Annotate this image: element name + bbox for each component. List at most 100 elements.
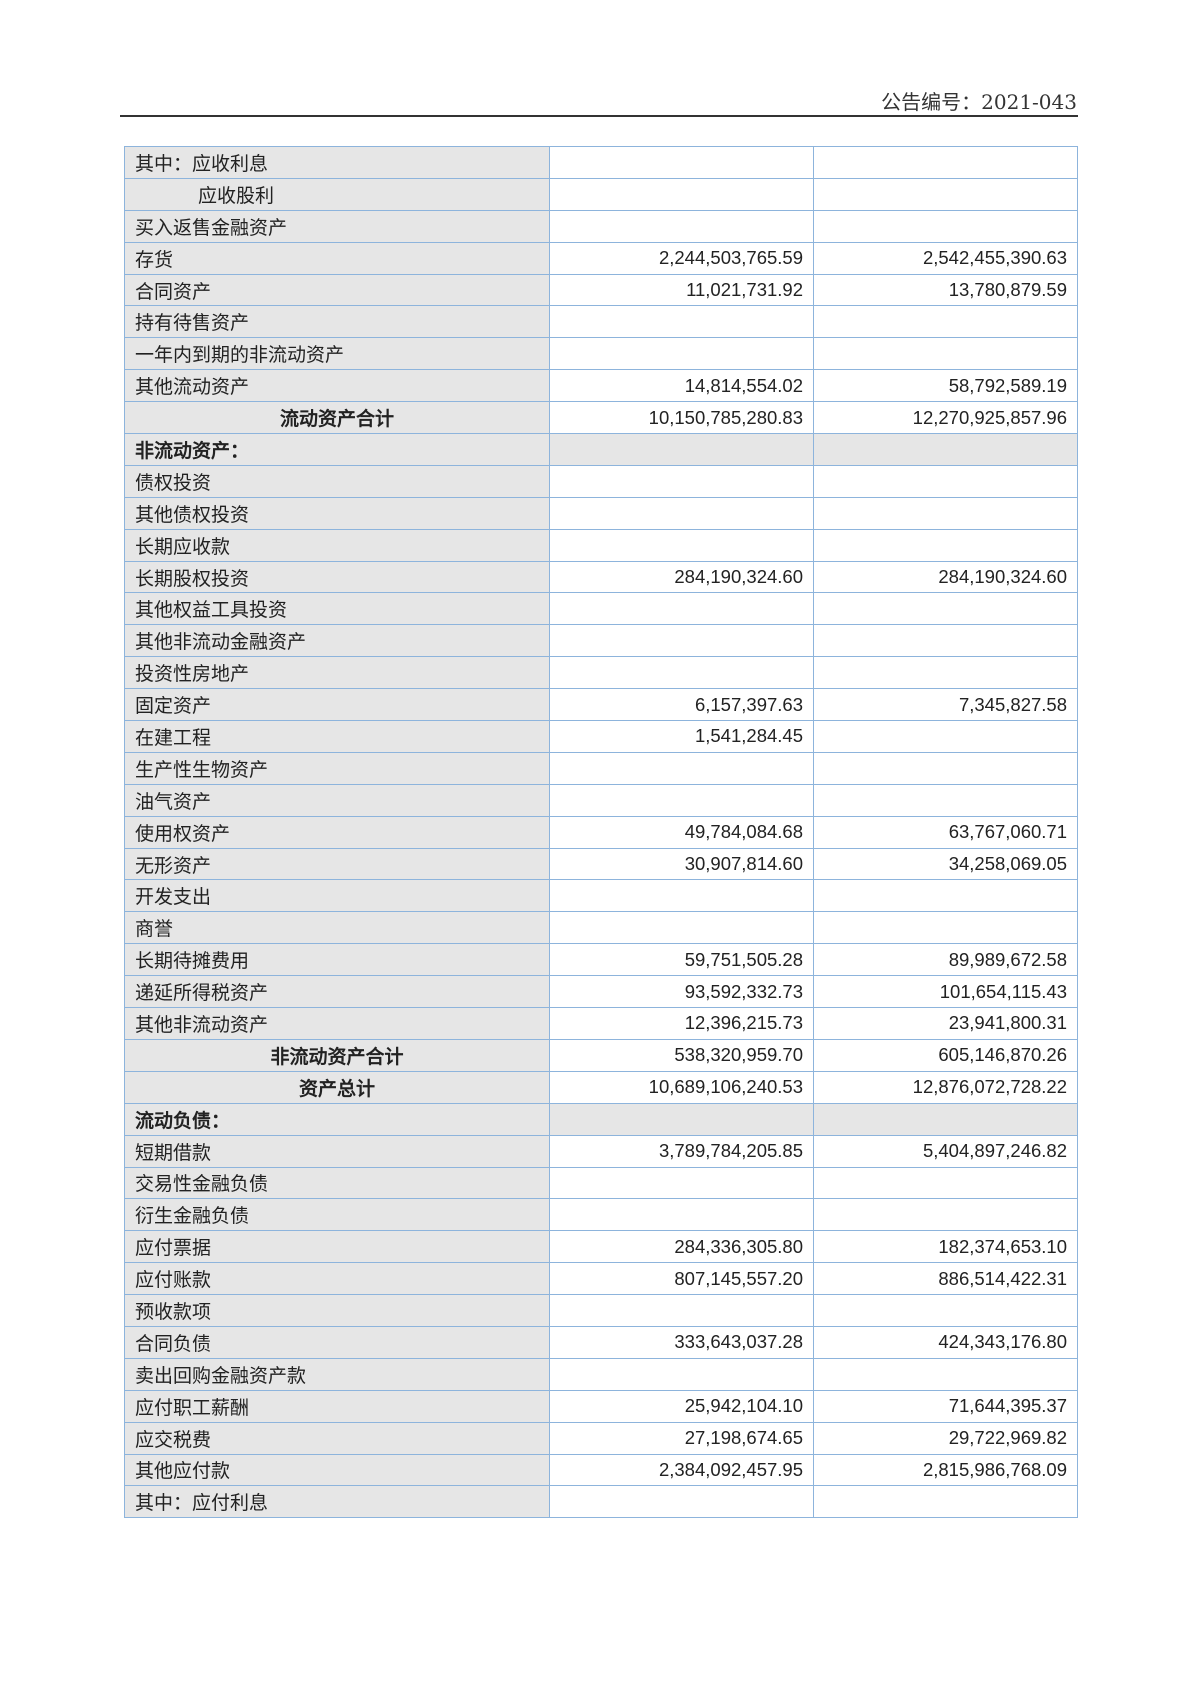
row-label: 使用权资产 (124, 815, 550, 849)
table-row: 其他债权投资 (124, 496, 1078, 530)
value-period-1: 284,336,305.80 (549, 1230, 814, 1264)
row-label: 衍生金融负债 (124, 1198, 550, 1232)
table-row: 其他应付款 2,384,092,457.95 2,815,986,768.09 (124, 1453, 1078, 1487)
value-period-1 (549, 146, 814, 179)
value-period-2: 12,270,925,857.96 (813, 401, 1078, 435)
table-row: 合同负债 333,643,037.28 424,343,176.80 (124, 1325, 1078, 1359)
table-row: 衍生金融负债 (124, 1198, 1078, 1232)
row-label: 油气资产 (124, 783, 550, 817)
value-period-1 (549, 1485, 814, 1519)
table-row: 其他流动资产 14,814,554.02 58,792,589.19 (124, 369, 1078, 403)
value-period-1: 2,384,092,457.95 (549, 1453, 814, 1487)
value-period-2: 89,989,672.58 (813, 943, 1078, 977)
table-row: 油气资产 (124, 783, 1078, 817)
value-period-1 (549, 624, 814, 658)
row-label: 流动资产合计 (124, 401, 550, 435)
row-label: 其中：应付利息 (124, 1485, 550, 1519)
value-period-2 (813, 528, 1078, 562)
table-row: 长期待摊费用 59,751,505.28 89,989,672.58 (124, 943, 1078, 977)
table-row: 短期借款 3,789,784,205.85 5,404,897,246.82 (124, 1134, 1078, 1168)
value-period-1 (549, 496, 814, 530)
row-label: 流动负债： (124, 1102, 550, 1136)
row-label: 债权投资 (124, 464, 550, 498)
row-label: 合同资产 (124, 273, 550, 307)
row-label: 短期借款 (124, 1134, 550, 1168)
value-period-2 (813, 209, 1078, 243)
value-period-1: 6,157,397.63 (549, 688, 814, 722)
row-label: 其他应付款 (124, 1453, 550, 1487)
value-period-2: 5,404,897,246.82 (813, 1134, 1078, 1168)
value-period-1: 3,789,784,205.85 (549, 1134, 814, 1168)
row-label: 生产性生物资产 (124, 751, 550, 785)
table-row: 预收款项 (124, 1294, 1078, 1327)
value-period-2: 29,722,969.82 (813, 1421, 1078, 1455)
balance-sheet-table: 其中：应收利息 应收股利 买入返售金融资产 存货 2,244,503,765.59 2,5… (124, 146, 1078, 1519)
row-label: 在建工程 (124, 720, 550, 753)
row-label: 无形资产 (124, 847, 550, 881)
value-period-1: 12,396,215.73 (549, 1007, 814, 1040)
row-label: 其他流动资产 (124, 369, 550, 403)
value-period-2 (813, 1485, 1078, 1519)
header-rule (120, 115, 1078, 117)
value-period-2 (813, 433, 1078, 466)
value-period-1 (549, 751, 814, 785)
table-row: 应付票据 284,336,305.80 182,374,653.10 (124, 1230, 1078, 1264)
value-period-2: 7,345,827.58 (813, 688, 1078, 722)
section-header-row: 流动负债： (124, 1102, 1078, 1136)
value-period-1 (549, 433, 814, 466)
value-period-1 (549, 879, 814, 913)
table-row: 债权投资 (124, 464, 1078, 498)
value-period-2: 12,876,072,728.22 (813, 1070, 1078, 1104)
value-period-1: 25,942,104.10 (549, 1389, 814, 1423)
table-row: 交易性金融负债 (124, 1166, 1078, 1200)
row-label: 非流动资产合计 (124, 1038, 550, 1072)
value-period-1: 538,320,959.70 (549, 1038, 814, 1072)
value-period-1 (549, 305, 814, 339)
value-period-2 (813, 177, 1078, 211)
document-number: 公告编号：2021-043 (881, 90, 1077, 114)
table-row: 一年内到期的非流动资产 (124, 337, 1078, 371)
row-label: 长期待摊费用 (124, 943, 550, 977)
row-label: 一年内到期的非流动资产 (124, 337, 550, 371)
table-row: 卖出回购金融资产款 (124, 1357, 1078, 1391)
value-period-2 (813, 751, 1078, 785)
value-period-2 (813, 720, 1078, 753)
row-label: 固定资产 (124, 688, 550, 722)
total-row: 流动资产合计 10,150,785,280.83 12,270,925,857.96 (124, 401, 1078, 435)
value-period-2 (813, 1357, 1078, 1391)
value-period-2 (813, 305, 1078, 339)
value-period-1: 2,244,503,765.59 (549, 241, 814, 275)
value-period-1: 59,751,505.28 (549, 943, 814, 977)
row-label: 预收款项 (124, 1294, 550, 1327)
table-row: 其中：应付利息 (124, 1485, 1078, 1519)
value-period-2 (813, 879, 1078, 913)
row-label: 应付账款 (124, 1262, 550, 1296)
value-period-1 (549, 1294, 814, 1327)
section-header-row: 非流动资产： (124, 433, 1078, 466)
row-label: 存货 (124, 241, 550, 275)
value-period-1: 284,190,324.60 (549, 560, 814, 594)
value-period-2: 23,941,800.31 (813, 1007, 1078, 1040)
total-row: 资产总计 10,689,106,240.53 12,876,072,728.22 (124, 1070, 1078, 1104)
value-period-1: 11,021,731.92 (549, 273, 814, 307)
value-period-2 (813, 624, 1078, 658)
value-period-2 (813, 911, 1078, 945)
table-row: 生产性生物资产 (124, 751, 1078, 785)
value-period-2: 71,644,395.37 (813, 1389, 1078, 1423)
value-period-1 (549, 1102, 814, 1136)
value-period-1: 807,145,557.20 (549, 1262, 814, 1296)
table-row: 应付账款 807,145,557.20 886,514,422.31 (124, 1262, 1078, 1296)
row-label: 买入返售金融资产 (124, 209, 550, 243)
value-period-2 (813, 783, 1078, 817)
value-period-1: 1,541,284.45 (549, 720, 814, 753)
value-period-1 (549, 911, 814, 945)
value-period-1 (549, 337, 814, 371)
value-period-1: 30,907,814.60 (549, 847, 814, 881)
table-row: 固定资产 6,157,397.63 7,345,827.58 (124, 688, 1078, 722)
value-period-1: 10,150,785,280.83 (549, 401, 814, 435)
value-period-1 (549, 464, 814, 498)
value-period-1: 93,592,332.73 (549, 975, 814, 1009)
row-label: 合同负债 (124, 1325, 550, 1359)
value-period-2 (813, 592, 1078, 626)
row-label: 商誉 (124, 911, 550, 945)
